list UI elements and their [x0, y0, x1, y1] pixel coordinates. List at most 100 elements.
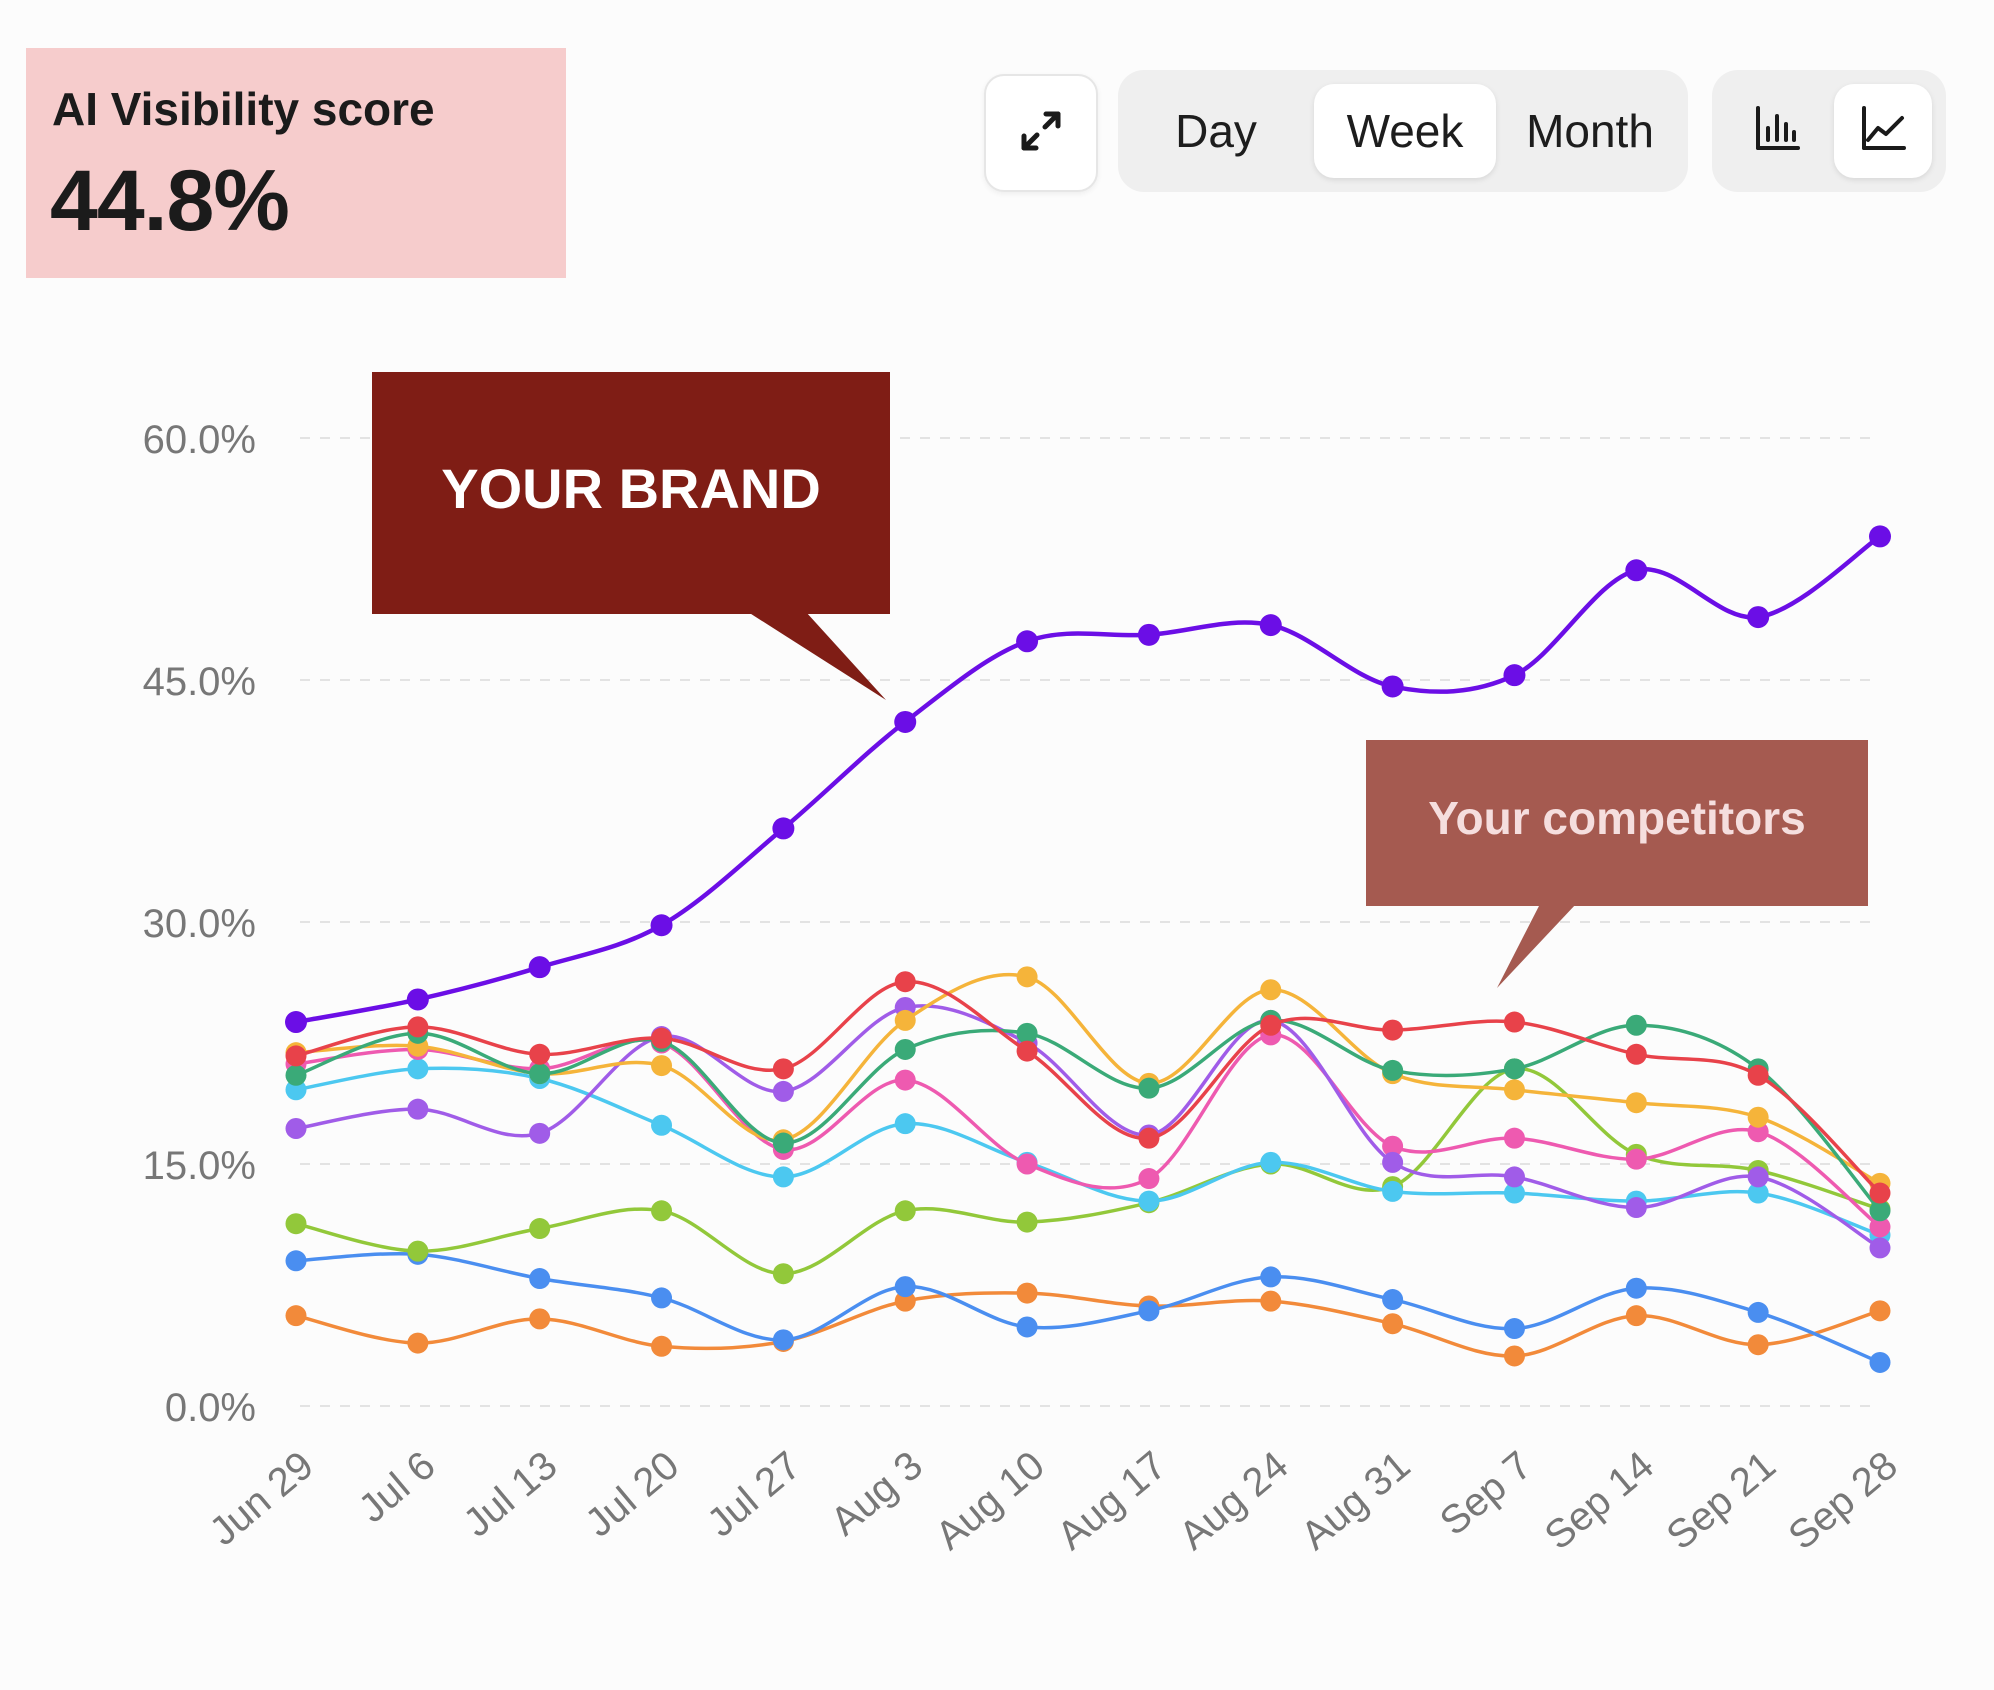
data-point[interactable] — [1625, 1197, 1647, 1219]
data-point[interactable] — [1259, 614, 1282, 637]
data-point[interactable] — [407, 1098, 429, 1120]
data-point[interactable] — [651, 1287, 673, 1309]
data-point[interactable] — [772, 1329, 794, 1351]
data-point[interactable] — [772, 1132, 794, 1154]
data-point[interactable] — [1260, 1014, 1282, 1036]
data-point[interactable] — [1625, 559, 1648, 582]
data-point[interactable] — [1381, 675, 1404, 698]
data-point[interactable] — [1382, 1019, 1404, 1041]
data-point[interactable] — [1016, 1316, 1038, 1338]
data-point[interactable] — [772, 1166, 794, 1188]
data-point[interactable] — [1138, 1300, 1160, 1322]
data-point[interactable] — [407, 1240, 429, 1262]
data-point[interactable] — [529, 1268, 551, 1290]
data-point[interactable] — [528, 956, 551, 979]
data-point[interactable] — [1382, 1313, 1404, 1335]
data-point[interactable] — [1625, 1148, 1647, 1170]
data-point[interactable] — [1869, 1182, 1891, 1204]
range-day-button[interactable]: Day — [1175, 105, 1257, 157]
data-point[interactable] — [1503, 1318, 1525, 1340]
data-point[interactable] — [1382, 1289, 1404, 1311]
data-point[interactable] — [1869, 525, 1891, 548]
data-point[interactable] — [285, 1064, 307, 1086]
data-point[interactable] — [1382, 1059, 1404, 1081]
data-point[interactable] — [1260, 979, 1282, 1001]
data-point[interactable] — [1869, 1216, 1891, 1238]
data-point[interactable] — [650, 914, 673, 937]
line-view-button[interactable] — [1834, 84, 1932, 178]
data-point[interactable] — [285, 1045, 307, 1067]
data-point[interactable] — [1747, 1301, 1769, 1323]
data-point[interactable] — [1747, 1106, 1769, 1128]
data-point[interactable] — [407, 1058, 429, 1080]
data-point[interactable] — [1625, 1305, 1647, 1327]
data-point[interactable] — [772, 1263, 794, 1285]
data-point[interactable] — [894, 971, 916, 993]
data-point[interactable] — [894, 1200, 916, 1222]
data-point[interactable] — [529, 1043, 551, 1065]
data-point[interactable] — [894, 1009, 916, 1031]
data-point[interactable] — [1747, 1334, 1769, 1356]
data-point[interactable] — [1869, 1351, 1891, 1373]
data-point[interactable] — [894, 1038, 916, 1060]
data-point[interactable] — [894, 1276, 916, 1298]
data-point[interactable] — [1016, 966, 1038, 988]
data-point[interactable] — [1869, 1200, 1891, 1222]
bar-view-button[interactable] — [1728, 84, 1826, 178]
data-point[interactable] — [1747, 1182, 1769, 1204]
data-point[interactable] — [1503, 664, 1526, 687]
data-point[interactable] — [894, 710, 917, 733]
range-week-button[interactable]: Week — [1314, 84, 1496, 178]
data-point[interactable] — [1869, 1300, 1891, 1322]
data-point[interactable] — [772, 1058, 794, 1080]
data-point[interactable] — [407, 1332, 429, 1354]
data-point[interactable] — [1503, 1182, 1525, 1204]
data-point[interactable] — [1625, 1014, 1647, 1036]
data-point[interactable] — [894, 1069, 916, 1091]
data-point[interactable] — [651, 1200, 673, 1222]
expand-button[interactable] — [984, 74, 1098, 192]
range-month-button[interactable]: Month — [1526, 105, 1654, 157]
data-point[interactable] — [407, 1016, 429, 1038]
data-point[interactable] — [1625, 1092, 1647, 1114]
data-point[interactable] — [285, 1118, 307, 1140]
data-point[interactable] — [1137, 623, 1160, 646]
data-point[interactable] — [1260, 1266, 1282, 1288]
data-point[interactable] — [529, 1218, 551, 1240]
data-point[interactable] — [1503, 1079, 1525, 1101]
data-point[interactable] — [651, 1114, 673, 1136]
data-point[interactable] — [651, 1055, 673, 1077]
data-point[interactable] — [1260, 1151, 1282, 1173]
data-point[interactable] — [1382, 1135, 1404, 1157]
data-point[interactable] — [1382, 1151, 1404, 1173]
data-point[interactable] — [1869, 1237, 1891, 1259]
data-point[interactable] — [1016, 1153, 1038, 1175]
data-point[interactable] — [1503, 1166, 1525, 1188]
data-point[interactable] — [1625, 1043, 1647, 1065]
data-point[interactable] — [1260, 1290, 1282, 1312]
data-point[interactable] — [772, 1080, 794, 1102]
data-point[interactable] — [285, 1213, 307, 1235]
data-point[interactable] — [651, 1027, 673, 1049]
data-point[interactable] — [285, 1011, 307, 1034]
data-point[interactable] — [894, 1290, 916, 1312]
data-point[interactable] — [529, 1308, 551, 1330]
data-point[interactable] — [1138, 1127, 1160, 1149]
data-point[interactable] — [772, 817, 795, 840]
data-point[interactable] — [1747, 1064, 1769, 1086]
data-point[interactable] — [1503, 1058, 1525, 1080]
data-point[interactable] — [1138, 1190, 1160, 1212]
data-point[interactable] — [1016, 1211, 1038, 1233]
data-point[interactable] — [1503, 1345, 1525, 1367]
data-point[interactable] — [1747, 606, 1770, 629]
data-point[interactable] — [1138, 1168, 1160, 1190]
data-point[interactable] — [285, 1079, 307, 1101]
data-point[interactable] — [1503, 1127, 1525, 1149]
data-point[interactable] — [529, 1063, 551, 1085]
data-point[interactable] — [1747, 1121, 1769, 1143]
data-point[interactable] — [1138, 1077, 1160, 1099]
data-point[interactable] — [1503, 1011, 1525, 1033]
data-point[interactable] — [406, 988, 429, 1011]
data-point[interactable] — [651, 1335, 673, 1357]
data-point[interactable] — [1016, 1282, 1038, 1304]
